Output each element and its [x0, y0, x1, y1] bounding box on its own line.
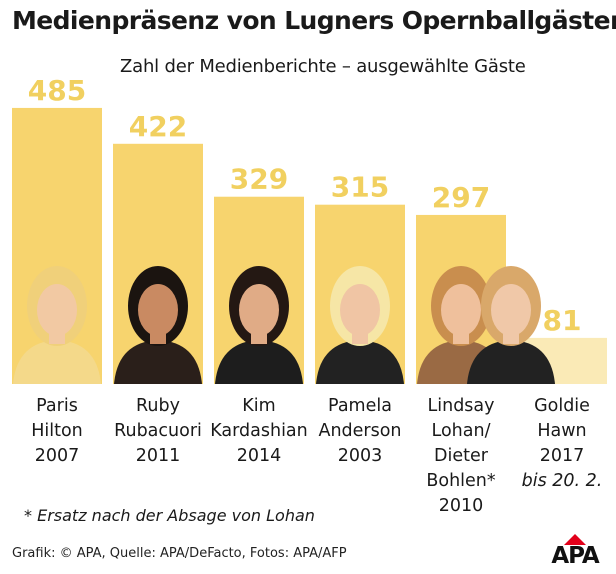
portrait-face — [491, 284, 531, 336]
category-label-line: Lohan/ — [431, 421, 491, 441]
category-label-line: Kim — [242, 396, 276, 416]
bar-value-label: 422 — [129, 110, 187, 143]
category-label: Lindsay Lohan/Dieter Bohlen* 2010 — [406, 394, 516, 519]
category-label-line: Hilton — [31, 421, 83, 441]
portrait-photo-paris-hilton — [13, 266, 101, 384]
category-label-line: Hawn — [537, 421, 587, 441]
category-label-line: 2010 — [438, 496, 484, 516]
portrait-shoulders — [13, 340, 101, 384]
category-label-line: Goldie — [534, 396, 590, 416]
footnote: * Ersatz nach der Absage von Lohan — [24, 506, 315, 525]
portrait-face — [340, 284, 380, 336]
category-label: Paris Hilton 2007 — [2, 394, 112, 469]
category-label-line: Bohlen* — [426, 471, 496, 491]
portrait-face — [138, 284, 178, 336]
category-label-line: Kardashian — [210, 421, 308, 441]
portrait-photo-goldie-hawn — [467, 266, 555, 384]
category-label-line: Ruby — [136, 396, 180, 416]
portrait-photo-ruby-rubacuori — [114, 266, 202, 384]
category-label: Ruby Rubacuori 2011 — [103, 394, 213, 469]
bar-value-label: 81 — [543, 304, 582, 337]
portrait-photo-kim-kardashian — [215, 266, 303, 384]
category-label-line: Paris — [36, 396, 78, 416]
category-label-line: Pamela — [328, 396, 392, 416]
category-label-line: Dieter — [434, 446, 488, 466]
bar-value-label: 485 — [28, 74, 86, 107]
chart-subtitle: Zahl der Medienberichte – ausgewählte Gä… — [120, 56, 526, 77]
portrait-face — [37, 284, 77, 336]
portrait-photo-pamela-anderson — [316, 266, 404, 384]
chart-title: Medienpräsenz von Lugners Opernballgäste… — [12, 6, 616, 35]
bar-value-label: 315 — [331, 171, 389, 204]
portrait-face — [239, 284, 279, 336]
category-label-line: 2007 — [34, 446, 80, 466]
apa-logo: APA — [544, 534, 606, 568]
portrait-shoulders — [467, 340, 555, 384]
source-credit: Grafik: © APA, Quelle: APA/DeFacto, Foto… — [12, 546, 347, 561]
category-label-line: 2011 — [135, 446, 181, 466]
bar-chart: 485 422 329 315 297 81 — [12, 74, 607, 384]
portrait-shoulders — [316, 340, 404, 384]
bar-value-label: 297 — [432, 181, 490, 214]
portrait-shoulders — [215, 340, 303, 384]
category-label-line: Anderson — [318, 421, 402, 441]
portrait-face — [441, 284, 481, 336]
category-label-line: Rubacuori — [114, 421, 202, 441]
category-label-line: bis 20. 2. — [521, 471, 603, 491]
category-label-line: 2014 — [236, 446, 282, 466]
category-label: Goldie Hawn 2017 bis 20. 2. — [507, 394, 616, 494]
apa-logo-mark-icon — [564, 534, 586, 545]
category-label: Pamela Anderson 2003 — [305, 394, 415, 469]
bar-value-label: 329 — [230, 163, 288, 196]
category-label-line: 2017 — [539, 446, 585, 466]
category-label-line: Lindsay — [427, 396, 495, 416]
category-label: Kim Kardashian 2014 — [204, 394, 314, 469]
apa-logo-text: APA — [551, 543, 599, 569]
portrait-shoulders — [114, 340, 202, 384]
category-label-line: 2003 — [337, 446, 383, 466]
